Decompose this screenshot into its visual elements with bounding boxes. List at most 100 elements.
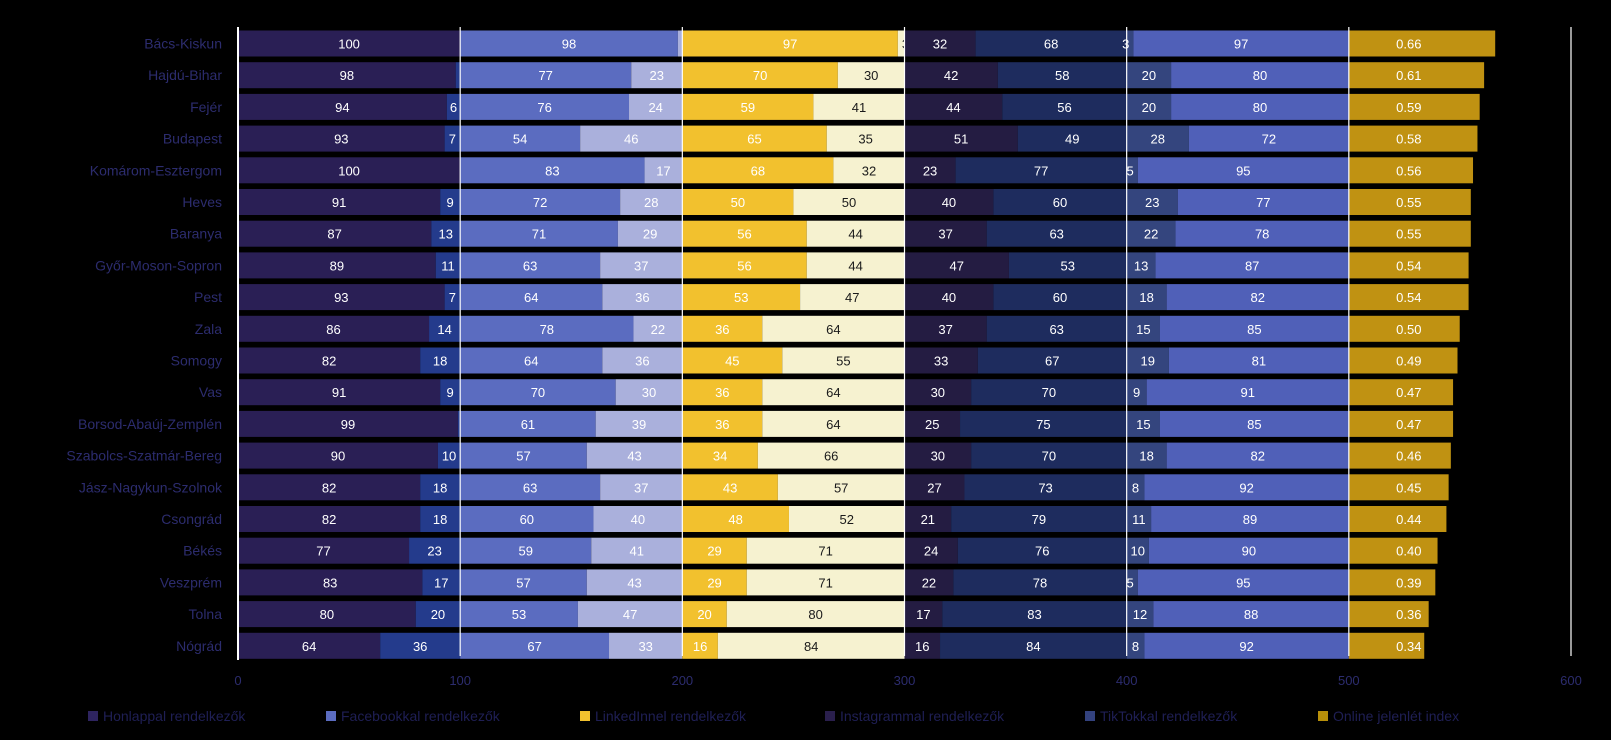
x-tick-label: 600: [1560, 673, 1582, 688]
bar-segment-yes: [904, 284, 994, 311]
data-label-yes: 64: [302, 639, 316, 654]
data-label-no: 71: [818, 544, 832, 559]
data-label-yes: 61: [521, 417, 535, 432]
bar-segment-no: [1008, 252, 1127, 279]
bar-segment-yes: [1126, 220, 1176, 247]
bar-segment-no: [409, 537, 461, 564]
data-label-no: 17: [656, 163, 670, 178]
data-label-no: 11: [441, 258, 455, 273]
category-label: Hajdú-Bihar: [148, 67, 222, 83]
bar-segment-yes: [1126, 30, 1134, 57]
bar-segment-no: [940, 632, 1127, 659]
index-label: 0.58: [1396, 132, 1421, 147]
x-tick-label: 300: [894, 673, 916, 688]
index-label: 0.56: [1396, 163, 1421, 178]
bar-segment-yes: [904, 157, 956, 184]
data-label-no: 90: [1242, 544, 1256, 559]
bar-segment-no: [897, 30, 905, 57]
bar-segment-no: [746, 537, 905, 564]
data-label-no: 13: [438, 227, 452, 242]
data-label-yes: 77: [538, 68, 552, 83]
data-label-no: 44: [848, 258, 862, 273]
data-label-yes: 94: [335, 100, 349, 115]
bar-segment-no: [420, 506, 461, 532]
bar-segment-yes: [682, 347, 783, 374]
legend-item: Facebookkal rendelkezők: [326, 708, 500, 724]
bar-segment-no: [609, 632, 683, 659]
bar-segment-yes: [682, 93, 814, 120]
bar-segment-yes: [682, 537, 747, 564]
bar-segment-no: [782, 347, 905, 374]
index-label: 0.55: [1396, 195, 1421, 210]
bar-segment-yes: [460, 189, 621, 215]
bar-segment-no: [997, 62, 1127, 89]
data-label-no: 80: [1253, 100, 1267, 115]
index-label: 0.36: [1396, 607, 1421, 622]
data-label-yes: 17: [916, 607, 930, 622]
data-label-yes: 37: [938, 322, 952, 337]
data-label-yes: 86: [326, 322, 340, 337]
index-label: 0.47: [1396, 385, 1421, 400]
category-label: Vas: [199, 384, 222, 400]
bar-segment-yes: [682, 125, 827, 152]
data-label-yes: 56: [737, 258, 751, 273]
index-label: 0.49: [1396, 354, 1421, 369]
index-bar: [1348, 157, 1474, 184]
bar-segment-yes: [1126, 569, 1138, 596]
bar-segment-yes: [904, 474, 965, 501]
legend-swatch: [1085, 711, 1095, 721]
index-bar: [1348, 125, 1478, 152]
bar-segment-yes: [460, 410, 596, 437]
bar-segment-yes: [682, 315, 763, 342]
data-label-yes: 97: [783, 37, 797, 52]
bar-segment-yes: [460, 125, 581, 152]
bar-segment-yes: [460, 569, 587, 596]
data-label-no: 40: [631, 512, 645, 527]
bar-segment-no: [629, 93, 683, 120]
bar-segment-yes: [238, 410, 458, 437]
index-bar: [1348, 30, 1496, 57]
data-label-no: 47: [623, 607, 637, 622]
bar-segment-yes: [1126, 157, 1138, 184]
bar-segment-yes: [682, 632, 718, 659]
data-label-no: 95: [1236, 163, 1250, 178]
data-label-yes: 78: [540, 322, 554, 337]
data-label-yes: 21: [921, 512, 935, 527]
data-label-yes: 9: [1133, 385, 1140, 400]
index-bar: [1348, 62, 1485, 89]
bar-segment-no: [431, 220, 461, 247]
bar-segment-yes: [460, 157, 645, 184]
bar-segment-no: [457, 410, 461, 437]
data-label-no: 7: [449, 290, 456, 305]
data-label-yes: 8: [1132, 639, 1139, 654]
data-label-no: 85: [1247, 322, 1261, 337]
bar-segment-yes: [1126, 93, 1172, 120]
data-label-yes: 57: [516, 449, 530, 464]
data-label-no: 78: [1033, 575, 1047, 590]
category-label: Nógrád: [176, 638, 222, 654]
bar-segment-no: [960, 410, 1127, 437]
bar-segment-no: [793, 189, 905, 215]
bar-segment-no: [595, 410, 683, 437]
data-label-no: 83: [1027, 607, 1041, 622]
bar-segment-yes: [460, 220, 618, 247]
data-label-no: 87: [1245, 258, 1259, 273]
bar-segment-yes: [682, 410, 763, 437]
data-label-no: 30: [864, 68, 878, 83]
bar-segment-no: [435, 252, 461, 279]
data-label-no: 18: [433, 480, 447, 495]
data-label-no: 28: [644, 195, 658, 210]
legend-label: Honlappal rendelkezők: [103, 708, 246, 724]
index-bar: [1348, 569, 1436, 596]
bar-segment-yes: [904, 410, 961, 437]
bar-segment-yes: [238, 157, 461, 184]
data-label-yes: 91: [332, 195, 346, 210]
bar-segment-no: [762, 379, 905, 406]
bar-layer: 100098297332683970.669827723703042582080…: [238, 30, 1496, 659]
x-tick-label: 400: [1116, 673, 1138, 688]
bar-segment-no: [455, 62, 461, 89]
data-label-yes: 91: [332, 385, 346, 400]
data-label-yes: 36: [715, 417, 729, 432]
category-label: Komárom-Esztergom: [90, 162, 222, 178]
legend-label: TikTokkal rendelkezők: [1100, 708, 1238, 724]
